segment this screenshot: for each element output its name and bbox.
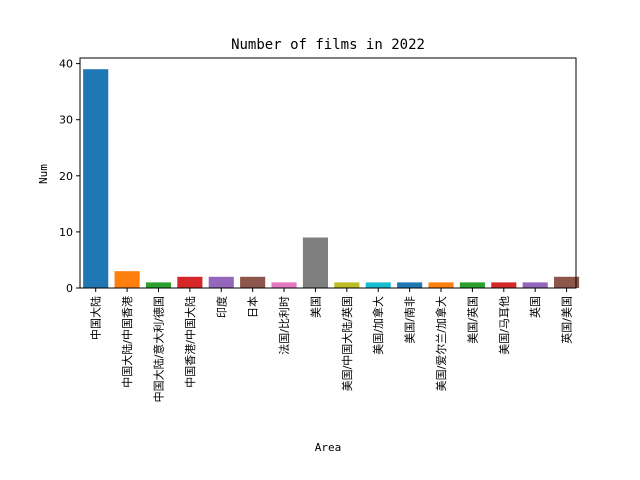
- bar-6: [271, 282, 297, 288]
- bar-14: [522, 282, 548, 288]
- x-tick-label: 日本: [246, 296, 260, 318]
- y-tick-label: 40: [59, 58, 73, 71]
- x-tick-label: 美国/南非: [404, 296, 417, 344]
- bar-5: [240, 276, 266, 288]
- x-tick-label: 印度: [214, 296, 228, 318]
- x-tick-label: 中国大陆: [89, 296, 103, 340]
- x-tick-label: 美国/英国: [465, 296, 479, 344]
- bar-13: [491, 282, 517, 288]
- bars-group: [83, 69, 580, 288]
- bar-3: [177, 276, 203, 288]
- x-tick-label: 美国/爱尔兰/加拿大: [434, 296, 448, 391]
- bar-15: [554, 276, 580, 288]
- bar-9: [365, 282, 391, 288]
- chart-title: Number of films in 2022: [231, 37, 425, 53]
- y-axis-label: Num: [37, 164, 50, 184]
- x-tick-label: 美国/加拿大: [371, 296, 385, 355]
- bar-1: [114, 271, 140, 288]
- x-tick-label: 中国大陆/意大利/德国: [151, 296, 165, 402]
- x-tick-label: 法国/比利时: [277, 296, 291, 355]
- x-tick-label: 英国: [528, 296, 542, 318]
- x-tick-label: 中国香港/中国大陆: [183, 296, 197, 388]
- bar-8: [334, 282, 360, 288]
- bar-2: [145, 282, 172, 288]
- bar-7: [302, 237, 328, 288]
- bar-11: [428, 282, 454, 288]
- y-axis-ticks: 0 10 20 30 40: [59, 58, 80, 295]
- y-tick-label: 20: [59, 170, 73, 183]
- x-axis-label: Area: [315, 441, 342, 454]
- y-tick-label: 10: [59, 226, 73, 239]
- x-tick-label: 中国大陆/中国香港: [120, 296, 134, 388]
- y-tick-label: 0: [66, 282, 73, 295]
- plot-frame: [79, 57, 577, 289]
- bar-12: [459, 282, 485, 288]
- x-tick-label: 英国/美国: [560, 296, 574, 344]
- x-tick-label: 美国/马耳他: [498, 296, 511, 355]
- x-axis-ticks: 中国大陆 中国大陆/中国香港 中国大陆/意大利/德国 中国香港/中国大陆 印度 日本 法国/…: [89, 288, 574, 402]
- y-tick-label: 30: [59, 114, 73, 127]
- bar-4: [208, 276, 234, 288]
- bar-10: [397, 282, 423, 288]
- bar-0: [83, 69, 109, 288]
- x-tick-label: 美国: [309, 296, 322, 318]
- x-tick-label: 美国/中国大陆/英国: [340, 296, 354, 391]
